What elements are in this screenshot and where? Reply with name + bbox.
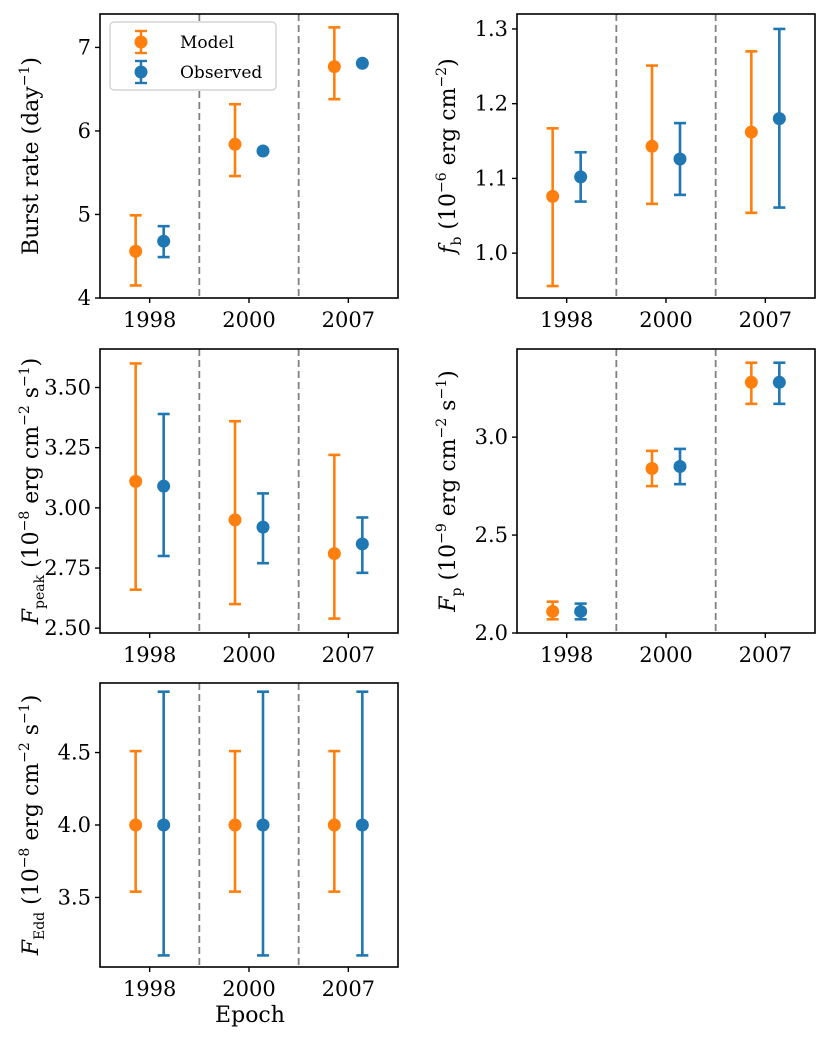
series-model — [546, 50, 758, 288]
data-point-observed-2007 — [355, 818, 369, 832]
x-tick-label-2000: 2000 — [639, 643, 692, 667]
legend-marker-model — [134, 35, 148, 49]
data-point-model-1998 — [546, 189, 560, 203]
series-observed — [574, 27, 786, 209]
series-model — [546, 361, 758, 621]
data-point-model-2000 — [645, 139, 659, 153]
plot-frame — [516, 13, 816, 299]
y-tick-label: 6 — [78, 119, 91, 143]
data-point-observed-2007 — [772, 112, 786, 126]
y-tick-label: 3.00 — [44, 496, 91, 520]
x-tick-label-2000: 2000 — [222, 308, 275, 332]
x-tick-label-1998: 1998 — [540, 643, 593, 667]
x-tick-label-2007: 2007 — [322, 308, 375, 332]
y-tick-label: 1.3 — [475, 17, 508, 41]
data-point-observed-2007 — [355, 537, 369, 551]
y-tick-label: 5 — [78, 202, 91, 226]
data-point-observed-1998 — [157, 818, 171, 832]
legend-marker-observed — [134, 65, 148, 79]
panel-burst-rate: 4 5 6 7 1998 2000 2007 Burst rate (day−1) — [17, 13, 399, 332]
y-tick-label: 1.0 — [475, 241, 508, 265]
data-point-model-2000 — [228, 513, 242, 527]
y-tick-label: 3.25 — [44, 436, 91, 460]
x-tick-label-2007: 2007 — [739, 308, 792, 332]
series-model — [129, 749, 341, 893]
y-tick-label: 4 — [78, 286, 91, 310]
series-model — [129, 362, 341, 620]
data-point-observed-2000 — [256, 520, 270, 534]
data-point-model-1998 — [129, 818, 143, 832]
data-point-model-2007 — [327, 547, 341, 561]
plot-frame — [99, 348, 399, 634]
panel-fluence: 1.0 1.1 1.2 1.3 1998 2000 2007 fb (10−6 erg cm−… — [434, 13, 816, 332]
series-observed — [157, 412, 369, 575]
data-point-observed-1998 — [157, 234, 171, 248]
y-tick-label: 7 — [78, 35, 91, 59]
data-point-observed-2007 — [355, 56, 369, 70]
data-point-observed-1998 — [574, 170, 588, 184]
panel-eddington-flux: 3.5 4.0 4.5 1998 2000 2007 FEdd (10−8 erg cm−2… — [17, 682, 399, 1001]
x-tick-label-2000: 2000 — [222, 643, 275, 667]
x-tick-label-1998: 1998 — [123, 977, 176, 1001]
x-tick-label-2007: 2007 — [322, 643, 375, 667]
y-tick-label: 1.1 — [475, 166, 508, 190]
data-point-observed-2000 — [256, 818, 270, 832]
legend-box — [109, 21, 277, 91]
data-point-model-1998 — [129, 244, 143, 258]
y-tick-label: 4.5 — [58, 741, 91, 765]
y-axis-label-peak-flux: Fpeak (10−8 erg cm−2 s−1) — [17, 358, 48, 626]
data-point-model-2007 — [744, 375, 758, 389]
y-tick-label: 3.0 — [475, 425, 508, 449]
y-axis-label-eddington-flux: FEdd (10−8 erg cm−2 s−1) — [17, 695, 48, 957]
x-tick-label-2000: 2000 — [639, 308, 692, 332]
y-tick-label: 2.50 — [44, 616, 91, 640]
series-observed — [157, 690, 369, 957]
data-point-observed-1998 — [157, 479, 171, 493]
data-point-model-2007 — [744, 125, 758, 139]
y-tick-label: 3.5 — [58, 885, 91, 909]
x-axis-label-epoch: Epoch — [215, 1003, 285, 1028]
data-point-observed-2000 — [673, 152, 687, 166]
data-point-model-2000 — [645, 461, 659, 475]
legend: Model Observed — [109, 21, 277, 91]
y-tick-label: 2.5 — [475, 523, 508, 547]
data-point-observed-1998 — [574, 604, 588, 618]
y-tick-label: 1.2 — [475, 92, 508, 116]
panel-peak-flux: 2.50 2.75 3.00 3.25 3.50 1998 2000 2007 Fpeak (1… — [17, 348, 399, 667]
legend-label-model: Model — [180, 33, 234, 53]
y-tick-label: 2.75 — [44, 556, 91, 580]
data-point-model-2000 — [228, 137, 242, 151]
data-point-observed-2000 — [256, 144, 270, 158]
series-observed — [574, 361, 786, 621]
series-model — [129, 26, 341, 287]
y-tick-label: 2.0 — [475, 621, 508, 645]
x-tick-label-2007: 2007 — [322, 977, 375, 1001]
x-tick-label-1998: 1998 — [123, 643, 176, 667]
x-tick-label-1998: 1998 — [123, 308, 176, 332]
y-tick-label: 3.50 — [44, 376, 91, 400]
data-point-model-1998 — [546, 604, 560, 618]
data-point-model-2007 — [327, 60, 341, 74]
y-tick-label: 4.0 — [58, 813, 91, 837]
plot-frame — [99, 682, 399, 968]
x-tick-label-2007: 2007 — [739, 643, 792, 667]
data-point-model-2000 — [228, 818, 242, 832]
x-tick-label-1998: 1998 — [540, 308, 593, 332]
data-point-model-2007 — [327, 818, 341, 832]
series-observed — [157, 56, 369, 259]
legend-label-observed: Observed — [180, 63, 262, 83]
panel-persistent-flux: 2.0 2.5 3.0 1998 2000 2007 Fp (10−9 erg cm−2 s… — [434, 348, 816, 667]
y-axis-label-persistent-flux: Fp (10−9 erg cm−2 s−1) — [434, 370, 465, 612]
y-axis-label-fluence: fb (10−6 erg cm−2) — [434, 58, 465, 255]
data-point-model-1998 — [129, 474, 143, 488]
plot-frame — [516, 348, 816, 634]
data-point-observed-2000 — [673, 460, 687, 474]
x-tick-label-2000: 2000 — [222, 977, 275, 1001]
data-point-observed-2007 — [772, 375, 786, 389]
y-axis-label-burst-rate: Burst rate (day−1) — [17, 57, 44, 255]
